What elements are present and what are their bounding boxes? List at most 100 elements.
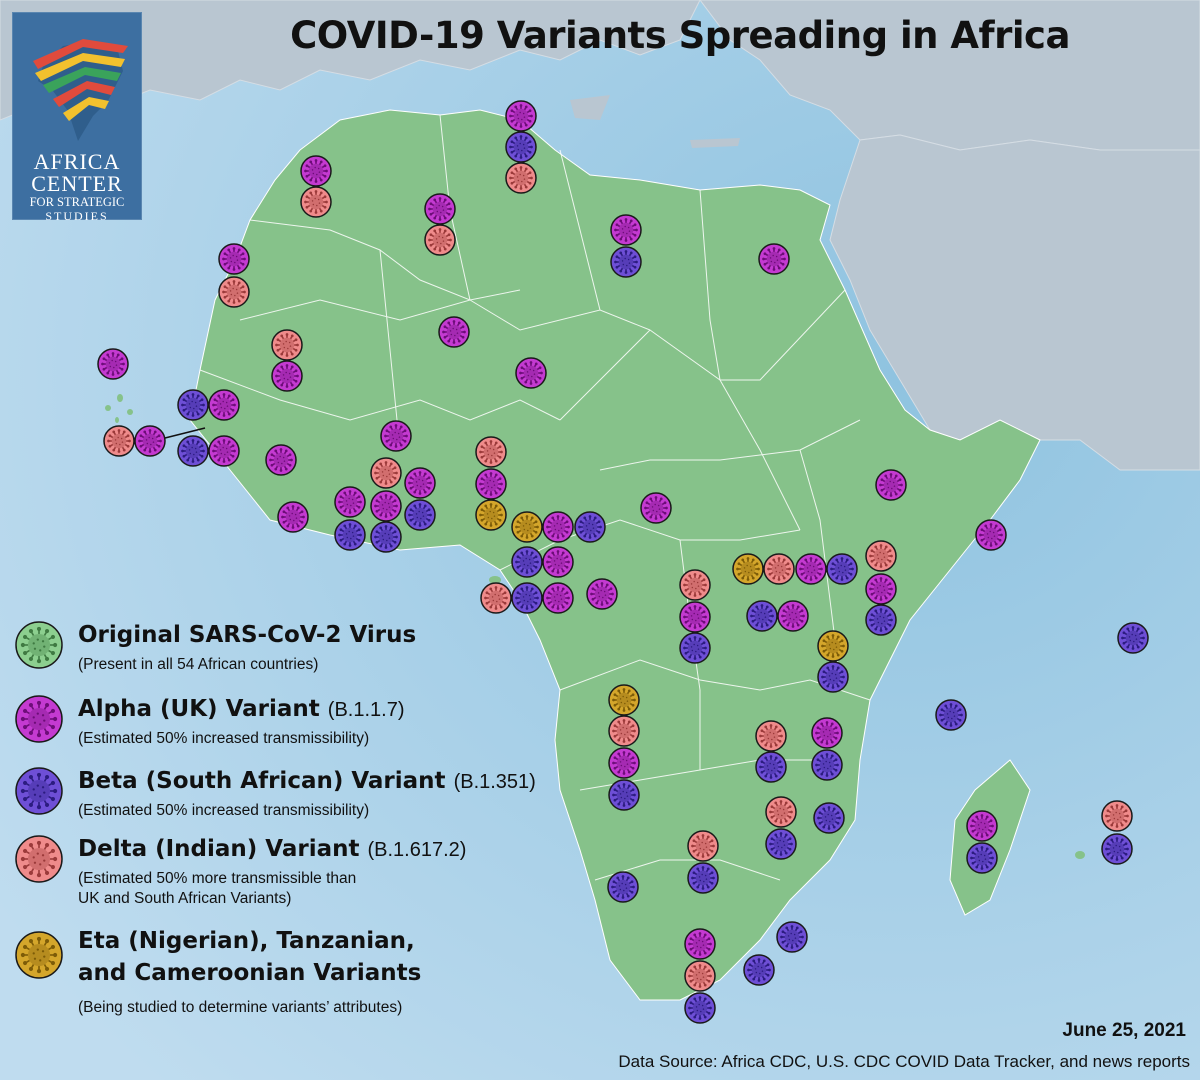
alpha-variant-marker bbox=[777, 600, 809, 632]
beta-variant-marker bbox=[966, 842, 998, 874]
alpha-variant-marker bbox=[975, 519, 1007, 551]
alpha-variant-marker bbox=[586, 578, 618, 610]
alpha-variant-marker bbox=[218, 243, 250, 275]
beta-variant-marker bbox=[334, 519, 366, 551]
crete-land bbox=[690, 138, 740, 148]
alpha-variant-marker bbox=[679, 601, 711, 633]
alpha-variant-marker bbox=[208, 389, 240, 421]
alpha-variant-marker bbox=[542, 511, 574, 543]
beta-variant-marker bbox=[177, 389, 209, 421]
delta-variant-marker bbox=[608, 715, 640, 747]
eta-variant-marker bbox=[732, 553, 764, 585]
delta-variant-marker bbox=[475, 436, 507, 468]
legend-note: (Present in all 54 African countries) bbox=[78, 656, 319, 673]
alpha-variant-marker bbox=[271, 360, 303, 392]
delta-variant-marker bbox=[679, 569, 711, 601]
alpha-variant-marker bbox=[424, 193, 456, 225]
data-source: Data Source: Africa CDC, U.S. CDC COVID … bbox=[618, 1052, 1190, 1071]
gambia-leader-line bbox=[164, 427, 206, 439]
delta-variant-marker bbox=[865, 540, 897, 572]
beta-variant-marker bbox=[370, 521, 402, 553]
legend-name: Beta (South African) Variant (B.1.351) bbox=[78, 768, 536, 794]
beta-variant-marker bbox=[177, 435, 209, 467]
beta-variant-marker bbox=[679, 632, 711, 664]
delta-variant-marker bbox=[755, 720, 787, 752]
legend-note: (Being studied to determine variants’ at… bbox=[78, 999, 403, 1016]
alpha-variant-marker bbox=[758, 243, 790, 275]
alpha-variant-marker bbox=[875, 469, 907, 501]
beta-variant-marker bbox=[813, 802, 845, 834]
alpha-variant-marker bbox=[610, 214, 642, 246]
legend-code: (B.1.617.2) bbox=[367, 839, 467, 861]
beta-variant-marker bbox=[811, 749, 843, 781]
markers-layer bbox=[97, 100, 1149, 1024]
delta-variant-marker bbox=[480, 582, 512, 614]
alpha-variant-marker bbox=[208, 435, 240, 467]
eta-variant-marker bbox=[511, 511, 543, 543]
delta-variant-marker bbox=[424, 224, 456, 256]
beta-variant-marker bbox=[404, 499, 436, 531]
delta-variant-marker bbox=[684, 960, 716, 992]
beta-virus-icon bbox=[15, 767, 63, 815]
beta-variant-marker bbox=[511, 546, 543, 578]
alpha-variant-marker bbox=[334, 486, 366, 518]
alpha-virus-icon bbox=[15, 695, 63, 743]
eta-variant-marker bbox=[475, 499, 507, 531]
beta-variant-marker bbox=[765, 828, 797, 860]
alpha-variant-marker bbox=[542, 546, 574, 578]
delta-variant-marker bbox=[218, 276, 250, 308]
beta-variant-marker bbox=[743, 954, 775, 986]
beta-variant-marker bbox=[607, 871, 639, 903]
delta-variant-marker bbox=[687, 830, 719, 862]
legend-note: (Estimated 50% more transmissible than bbox=[78, 870, 357, 887]
alpha-variant-marker bbox=[542, 582, 574, 614]
beta-variant-marker bbox=[1101, 833, 1133, 865]
alpha-variant-marker bbox=[475, 468, 507, 500]
eta-variant-marker bbox=[817, 630, 849, 662]
beta-variant-marker bbox=[1117, 622, 1149, 654]
logo-line-2: CENTER bbox=[31, 171, 123, 196]
legend-code: (B.1.1.7) bbox=[327, 699, 405, 721]
legend-name: Original SARS-CoV-2 Virus bbox=[78, 622, 417, 648]
legend-note: (Estimated 50% increased transmissibilit… bbox=[78, 730, 370, 747]
eta-variant-marker bbox=[608, 684, 640, 716]
legend-note: UK and South African Variants) bbox=[78, 890, 292, 907]
original-virus-icon bbox=[15, 621, 63, 669]
delta-variant-marker bbox=[271, 329, 303, 361]
alpha-variant-marker bbox=[380, 420, 412, 452]
logo-line-3: FOR STRATEGIC bbox=[29, 195, 125, 209]
alpha-variant-marker bbox=[640, 492, 672, 524]
date-label: June 25, 2021 bbox=[1062, 1020, 1186, 1041]
alpha-variant-marker bbox=[277, 501, 309, 533]
africa-center-logo: AFRICA CENTER FOR STRATEGIC STUDIES bbox=[12, 12, 142, 223]
delta-virus-icon bbox=[15, 835, 63, 883]
logo-line-4: STUDIES bbox=[45, 209, 109, 223]
alpha-variant-marker bbox=[865, 573, 897, 605]
eta-virus-icon bbox=[15, 931, 63, 979]
alpha-variant-marker bbox=[966, 810, 998, 842]
beta-variant-marker bbox=[684, 992, 716, 1024]
beta-variant-marker bbox=[746, 600, 778, 632]
alpha-variant-marker bbox=[370, 490, 402, 522]
legend-name: Eta (Nigerian), Tanzanian, bbox=[78, 928, 415, 954]
beta-variant-marker bbox=[755, 751, 787, 783]
beta-variant-marker bbox=[511, 582, 543, 614]
legend-code: (B.1.351) bbox=[453, 771, 536, 793]
alpha-variant-marker bbox=[795, 553, 827, 585]
delta-variant-marker bbox=[103, 425, 135, 457]
beta-variant-marker bbox=[574, 511, 606, 543]
islands bbox=[105, 394, 1085, 859]
alpha-variant-marker bbox=[300, 155, 332, 187]
alpha-variant-marker bbox=[515, 357, 547, 389]
beta-variant-marker bbox=[865, 604, 897, 636]
delta-variant-marker bbox=[300, 186, 332, 218]
alpha-variant-marker bbox=[684, 928, 716, 960]
alpha-variant-marker bbox=[134, 425, 166, 457]
legend-note: (Estimated 50% increased transmissibilit… bbox=[78, 802, 370, 819]
beta-variant-marker bbox=[776, 921, 808, 953]
beta-variant-marker bbox=[610, 246, 642, 278]
legend-name: Alpha (UK) Variant (B.1.1.7) bbox=[78, 696, 405, 722]
delta-variant-marker bbox=[370, 457, 402, 489]
alpha-variant-marker bbox=[97, 348, 129, 380]
